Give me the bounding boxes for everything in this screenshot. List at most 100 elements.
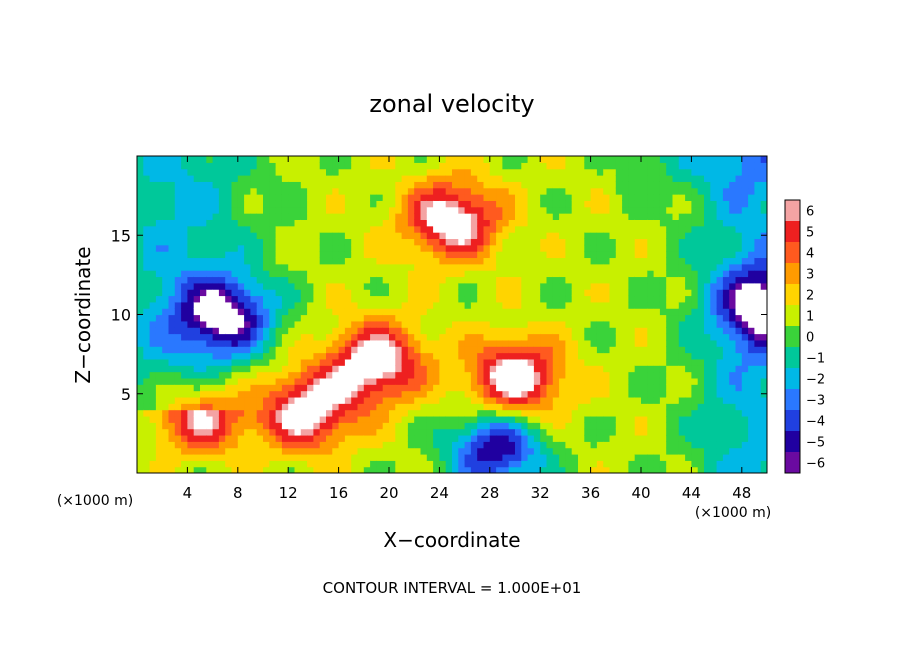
heatmap-cell (433, 232, 440, 240)
heatmap-cell (162, 396, 170, 404)
heatmap-cell (137, 276, 144, 284)
heatmap-cell (641, 257, 648, 265)
heatmap-cell (218, 365, 226, 373)
heatmap-cell (143, 352, 151, 360)
heatmap-cell (162, 187, 170, 195)
heatmap-cell (653, 181, 661, 189)
heatmap-cell (187, 289, 195, 297)
heatmap-cell (401, 175, 409, 182)
heatmap-cell (326, 244, 333, 252)
heatmap-cell (559, 276, 566, 284)
heatmap-cell (710, 365, 718, 373)
heatmap-cell (244, 460, 251, 468)
heatmap-cell (659, 282, 667, 290)
heatmap-cell (571, 409, 579, 417)
heatmap-cell (735, 365, 743, 373)
heatmap-cell (269, 194, 277, 201)
heatmap-cell (155, 327, 163, 335)
heatmap-cell (155, 263, 163, 271)
heatmap-cell (433, 213, 440, 220)
heatmap-cell (269, 213, 277, 220)
heatmap-cell (401, 358, 409, 366)
heatmap-cell (716, 225, 724, 233)
heatmap-cell (754, 238, 762, 246)
heatmap-cell (634, 276, 642, 284)
heatmap-cell (496, 365, 503, 373)
heatmap-cell (496, 384, 503, 392)
heatmap-cell (414, 346, 422, 354)
heatmap-cell (565, 301, 573, 309)
heatmap-cell (748, 314, 755, 322)
heatmap-cell (225, 390, 233, 398)
heatmap-cell (697, 428, 705, 436)
heatmap-cell (477, 225, 485, 233)
heatmap-cell (678, 244, 686, 252)
heatmap-cell (710, 238, 718, 246)
heatmap-cell (659, 244, 667, 252)
heatmap-cell (401, 276, 409, 284)
heatmap-cell (458, 390, 466, 398)
heatmap-cell (634, 181, 642, 189)
heatmap-cell (401, 295, 409, 303)
heatmap-cell (741, 175, 749, 182)
heatmap-cell (710, 327, 718, 335)
heatmap-cell (508, 270, 516, 278)
heatmap-cell (338, 422, 346, 430)
heatmap-cell (426, 384, 434, 392)
heatmap-cell (326, 225, 333, 233)
heatmap-cell (218, 156, 226, 163)
heatmap-cell (200, 187, 207, 195)
heatmap-cell (584, 422, 592, 430)
heatmap-cell (559, 365, 566, 373)
heatmap-cell (540, 168, 548, 176)
heatmap-cell (200, 156, 207, 163)
heatmap-cell (691, 232, 699, 240)
heatmap-cell (218, 358, 226, 366)
heatmap-cell (263, 358, 270, 366)
heatmap-cell (218, 187, 226, 195)
heatmap-cell (433, 168, 440, 176)
heatmap-cell (307, 327, 314, 335)
heatmap-cell (149, 339, 157, 347)
heatmap-cell (401, 270, 409, 278)
heatmap-cell (263, 232, 270, 240)
heatmap-cell (231, 339, 239, 347)
heatmap-cell (748, 428, 755, 436)
heatmap-cell (357, 295, 365, 303)
heatmap-cell (659, 238, 667, 246)
heatmap-cell (483, 206, 491, 214)
heatmap-cell (678, 384, 686, 392)
heatmap-cell (363, 346, 371, 354)
heatmap-cell (464, 219, 472, 227)
heatmap-cell (477, 352, 485, 360)
heatmap-cell (426, 276, 434, 284)
heatmap-cell (357, 460, 365, 468)
heatmap-cell (521, 289, 529, 297)
heatmap-cell (729, 244, 737, 252)
heatmap-cell (704, 358, 711, 366)
heatmap-cell (344, 270, 352, 278)
heatmap-cell (168, 295, 176, 303)
heatmap-cell (212, 206, 220, 214)
heatmap-cell (401, 282, 409, 290)
heatmap-cell (628, 371, 636, 379)
heatmap-cell (351, 396, 359, 404)
heatmap-cell (143, 200, 151, 208)
heatmap-cell (162, 244, 170, 252)
heatmap-cell (596, 162, 604, 170)
heatmap-cell (634, 447, 642, 455)
heatmap-cell (344, 415, 352, 423)
heatmap-cell (470, 327, 478, 335)
heatmap-cell (338, 251, 346, 259)
heatmap-cell (244, 320, 251, 328)
heatmap-cell (187, 403, 195, 411)
heatmap-cell (376, 358, 384, 366)
heatmap-cell (521, 358, 529, 366)
heatmap-cell (414, 295, 422, 303)
heatmap-cell (433, 200, 440, 208)
heatmap-cell (426, 194, 434, 201)
heatmap-cell (571, 396, 579, 404)
heatmap-cell (237, 181, 245, 189)
heatmap-cell (722, 365, 730, 373)
heatmap-cell (288, 447, 296, 455)
